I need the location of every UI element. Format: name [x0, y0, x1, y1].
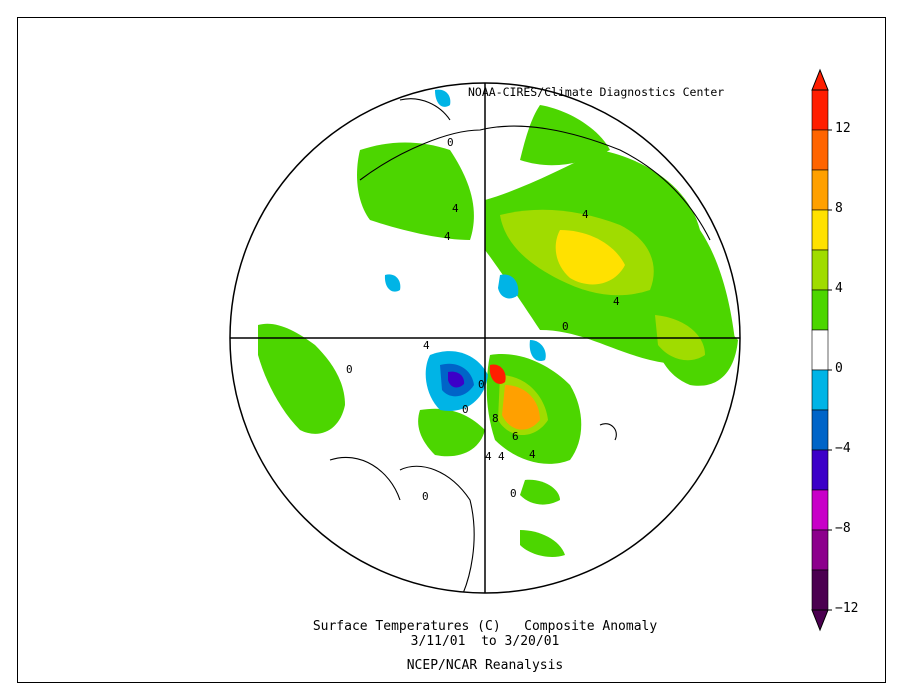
- colorbar-tick-label: 4: [835, 281, 843, 296]
- anomaly-region-atlantic: [520, 479, 560, 505]
- anomaly-region-cold-east: [529, 340, 546, 362]
- figure-frame: [17, 17, 886, 683]
- contour-label: 0: [562, 320, 569, 333]
- colorbar-tick-label: −12: [835, 601, 859, 616]
- contour-label: 0: [462, 403, 469, 416]
- anomaly-region-cold-greenland: [435, 89, 451, 107]
- contour-label: 0: [447, 136, 454, 149]
- contour-label: 4: [444, 230, 451, 243]
- anomaly-region-pacific: [258, 323, 345, 434]
- contour-label: 4: [452, 202, 459, 215]
- contour-label: 0: [478, 378, 485, 391]
- anomaly-region-cold-purple: [448, 371, 465, 388]
- colorbar-segment: [811, 489, 829, 531]
- contour-label: 4: [613, 295, 620, 308]
- colorbar-tick-label: 12: [835, 121, 851, 136]
- contour-label: 4: [423, 339, 430, 352]
- map-boundary: [229, 82, 741, 594]
- anomaly-region-europe: [520, 105, 610, 166]
- colorbar-segment: [811, 209, 829, 251]
- contour-label: 4: [498, 450, 505, 463]
- contour-label: 6: [512, 430, 519, 443]
- credit-text: NOAA-CIRES/Climate Diagnostics Center: [468, 85, 725, 99]
- anomaly-region-cold-bering: [384, 274, 401, 292]
- anomaly-region-canada-peak: [489, 364, 506, 385]
- contour-label: 0: [346, 363, 353, 376]
- figure-title: Surface Temperatures (C) Composite Anoma…: [312, 619, 658, 634]
- colorbar-tick-label: −8: [835, 521, 851, 536]
- contour-label: 4: [582, 208, 589, 221]
- contour-label: 4: [485, 450, 492, 463]
- colorbar-segment: [811, 569, 829, 611]
- colorbar-segment: [811, 249, 829, 291]
- colorbar-segment: [811, 409, 829, 451]
- colorbar-segment: [811, 169, 829, 211]
- coastlines: [329, 98, 711, 593]
- data-source: NCEP/NCAR Reanalysis: [406, 658, 564, 673]
- anomaly-region-siberia-core: [555, 230, 625, 285]
- colorbar-bottom-arrow: [811, 609, 829, 632]
- colorbar-segment: [811, 289, 829, 331]
- contour-label: 0: [422, 490, 429, 503]
- colorbar-segment: [811, 89, 829, 131]
- contour-label: 8: [492, 412, 499, 425]
- contour-label: 4: [529, 448, 536, 461]
- colorbar-tick-label: 8: [835, 201, 843, 216]
- date-range: 3/11/01 to 3/20/01: [410, 634, 560, 649]
- anomaly-region-arctic-west: [357, 142, 474, 240]
- colorbar-segment: [811, 369, 829, 411]
- colorbar: [811, 68, 832, 632]
- colorbar-segment: [811, 529, 829, 571]
- colorbar-top-arrow: [811, 68, 829, 91]
- map-grid: [230, 83, 740, 593]
- contour-labels: 0 4 4 4 4 0 4 4 0 0 8 6 4 4 0 0 0: [346, 136, 620, 503]
- colorbar-segment: [811, 329, 829, 371]
- anomaly-region-cold-north: [498, 274, 519, 299]
- contour-label: 0: [510, 487, 517, 500]
- colorbar-tick-label: 0: [835, 361, 843, 376]
- colorbar-segment: [811, 449, 829, 491]
- colorbar-tick-label: −4: [835, 441, 851, 456]
- anomaly-field: [230, 83, 740, 593]
- anomaly-region-canada-core: [502, 385, 540, 430]
- anomaly-region-alaska: [418, 408, 485, 457]
- colorbar-segment: [811, 129, 829, 171]
- anomaly-region-gulf: [520, 530, 565, 557]
